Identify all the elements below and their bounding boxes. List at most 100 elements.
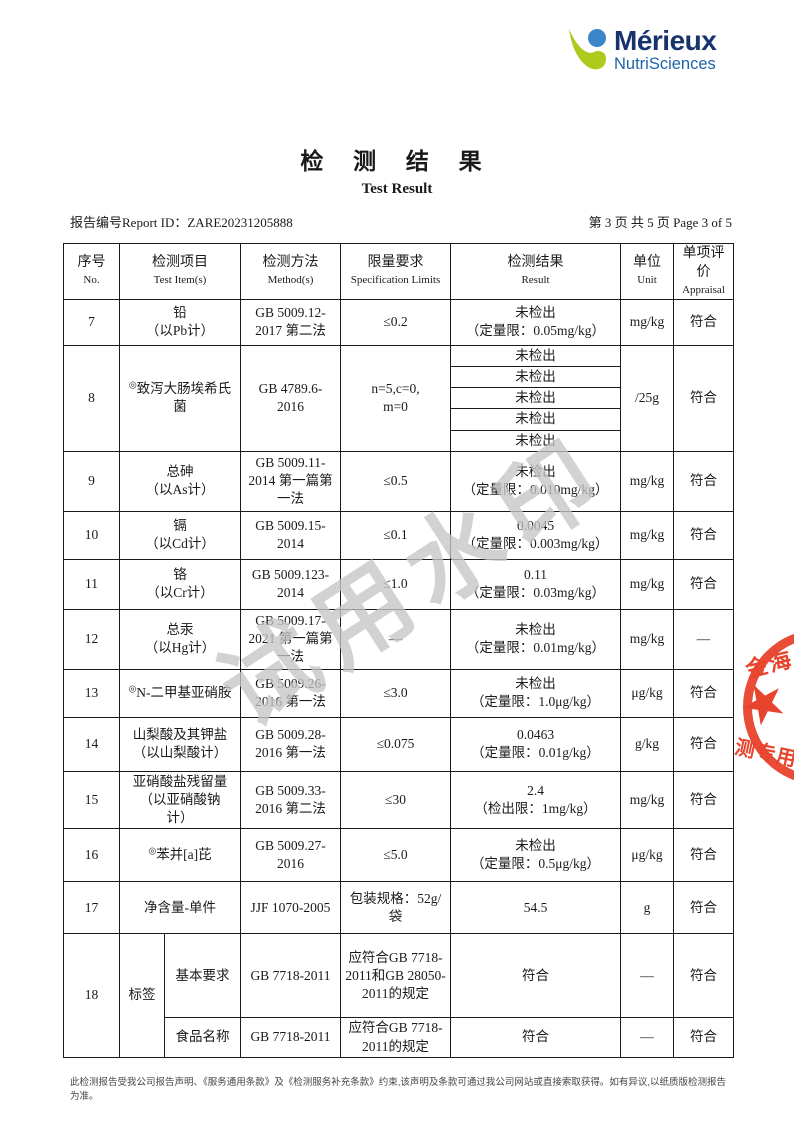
- cell-result: 符合: [450, 1017, 621, 1058]
- report-id-value: ZARE20231205888: [187, 215, 293, 230]
- cell-no: 16: [63, 828, 120, 883]
- cell-item: 山梨酸及其钾盐 （以山梨酸计）: [119, 716, 241, 772]
- cell-result: 未检出: [450, 365, 621, 389]
- cell-unit: mg/kg: [620, 298, 674, 346]
- cell-result: 未检出 （定量限：1.0μg/kg）: [450, 668, 621, 718]
- cell-subitem: 基本要求: [164, 933, 241, 1019]
- cell-spec: n=5,c=0, m=0: [340, 344, 451, 452]
- cell-item: 净含量-单件: [119, 881, 241, 935]
- table-row: 食品名称 GB 7718-2011 应符合GB 7718-2011的规定 符合 …: [64, 1017, 734, 1058]
- seal-ring: [743, 629, 794, 785]
- cell-appraisal: 符合: [673, 881, 734, 935]
- cell-item: 铬 （以Cr计）: [119, 558, 241, 610]
- red-seal-stamp: 金海 ★ 测专用: [729, 629, 794, 789]
- cell-subitem: 食品名称: [164, 1017, 241, 1058]
- cell-item: 镉 （以Cd计）: [119, 510, 241, 560]
- cell-appraisal: 符合: [673, 344, 734, 452]
- meta-line: 报告编号Report ID：ZARE20231205888 第 3 页 共 5 …: [70, 212, 732, 231]
- cell-spec: ≤0.2: [340, 298, 451, 346]
- cell-result: 未检出 （定量限：0.05mg/kg）: [450, 298, 621, 346]
- cell-method: GB 7718-2011: [240, 1017, 341, 1058]
- cell-appraisal: 符合: [673, 933, 734, 1019]
- table-row: 未检出: [64, 408, 734, 431]
- cell-method: GB 7718-2011: [240, 933, 341, 1019]
- cell-spec: ≤1.0: [340, 558, 451, 610]
- cell-unit: mg/kg: [620, 510, 674, 560]
- logo-subbrand: NutriSciences: [614, 55, 716, 73]
- cell-item-group: 标签: [119, 933, 165, 1058]
- cell-spec: ≤3.0: [340, 668, 451, 718]
- cell-method: GB 5009.28- 2016 第一法: [240, 716, 341, 772]
- cell-no: 13: [63, 668, 120, 718]
- table-row: 未检出: [64, 365, 734, 389]
- cell-appraisal: 符合: [673, 770, 734, 830]
- cell-appraisal: 符合: [673, 668, 734, 718]
- logo-text: Mérieux NutriSciences: [614, 25, 717, 73]
- cell-spec: ≤0.1: [340, 510, 451, 560]
- page-number-info: 第 3 页 共 5 页 Page 3 of 5: [588, 215, 732, 230]
- cell-method: GB 5009.12- 2017 第二法: [240, 298, 341, 346]
- cell-spec: 包装规格：52g/ 袋: [340, 881, 451, 935]
- table-row: 11 铬 （以Cr计） GB 5009.123- 2014 ≤1.0 0.11 …: [63, 558, 734, 610]
- cma-mark: ◎: [128, 683, 137, 694]
- cma-mark: ◎: [128, 379, 137, 390]
- cell-result: 未检出: [450, 344, 621, 367]
- cell-spec: ≤0.5: [340, 450, 451, 512]
- cell-no: 8: [63, 344, 120, 452]
- col-header-no: 序号 No.: [63, 243, 120, 300]
- cell-method: GB 5009.123- 2014: [240, 558, 341, 610]
- cell-method: GB 5009.33- 2016 第二法: [240, 770, 341, 830]
- cell-no: 15: [63, 770, 120, 830]
- cell-result: 0.0045 （定量限：0.003mg/kg）: [450, 510, 621, 560]
- table-row: 未检出: [64, 387, 734, 410]
- cma-mark: ◎: [148, 845, 157, 856]
- cell-result: 未检出: [450, 387, 621, 410]
- cell-result: 未检出 （定量限：0.010mg/kg）: [450, 450, 621, 512]
- cell-item: ◎致泻大肠埃希氏 菌: [119, 344, 241, 452]
- col-header-unit: 单位 Unit: [620, 243, 674, 300]
- cell-item: 铅 （以Pb计）: [119, 298, 241, 346]
- col-header-spec: 限量要求 Specification Limits: [340, 243, 451, 300]
- cell-spec: —: [340, 608, 451, 670]
- cell-no: 18: [63, 933, 120, 1058]
- cell-appraisal: 符合: [673, 298, 734, 346]
- seal-top-text: 金海: [743, 646, 794, 683]
- cell-result: 0.0463 （定量限：0.01g/kg）: [450, 716, 621, 772]
- cell-unit: mg/kg: [620, 770, 674, 830]
- table-row: 7 铅 （以Pb计） GB 5009.12- 2017 第二法 ≤0.2 未检出…: [63, 298, 734, 346]
- cell-item: 亚硝酸盐残留量 （以亚硝酸钠 计）: [119, 770, 241, 830]
- disclaimer-text: 此检测报告受我公司报告声明、《服务通用条款》及《检测服务补充条款》约束,该声明及…: [70, 1077, 727, 1103]
- table-row: 8 ◎致泻大肠埃希氏 菌 GB 4789.6- 2016 n=5,c=0, m=…: [63, 344, 734, 452]
- table-row: 17 净含量-单件 JJF 1070-2005 包装规格：52g/ 袋 54.5…: [63, 881, 734, 935]
- table-row: 16 ◎苯并[a]芘 GB 5009.27- 2016 ≤5.0 未检出 （定量…: [63, 828, 734, 883]
- cell-item: 总汞 （以Hg计）: [119, 608, 241, 670]
- table-row: 18 标签 基本要求 GB 7718-2011 应符合GB 7718-2011和…: [63, 933, 734, 1058]
- cell-no: 11: [63, 558, 120, 610]
- cell-unit: g/kg: [620, 716, 674, 772]
- table-row: 9 总砷 （以As计） GB 5009.11- 2014 第一篇第 一法 ≤0.…: [63, 450, 734, 512]
- cell-appraisal: —: [673, 608, 734, 670]
- page-subtitle: Test Result: [361, 181, 433, 197]
- col-header-method: 检测方法 Method(s): [240, 243, 341, 300]
- cell-unit: μg/kg: [620, 668, 674, 718]
- cell-result: 未检出 （定量限：0.5μg/kg）: [450, 828, 621, 883]
- logo-brand: Mérieux: [614, 25, 717, 56]
- cell-unit: g: [620, 881, 674, 935]
- cell-item: ◎苯并[a]芘: [119, 828, 241, 883]
- table-row: 10 镉 （以Cd计） GB 5009.15- 2014 ≤0.1 0.0045…: [63, 510, 734, 560]
- cell-appraisal: 符合: [673, 716, 734, 772]
- cell-unit: /25g: [620, 344, 674, 452]
- cell-no: 7: [63, 298, 120, 346]
- table-row: 13 ◎N-二甲基亚硝胺 GB 5009.26- 2016 第一法 ≤3.0 未…: [63, 668, 734, 718]
- cell-method: GB 5009.11- 2014 第一篇第 一法: [240, 450, 341, 512]
- cell-method: GB 5009.26- 2016 第一法: [240, 668, 341, 718]
- cell-method: GB 5009.15- 2014: [240, 510, 341, 560]
- cell-method: GB 5009.17- 2021 第一篇第 一法: [240, 608, 341, 670]
- cell-result: 2.4 （检出限：1mg/kg）: [450, 770, 621, 830]
- cell-result: 未检出 （定量限：0.01mg/kg）: [450, 608, 621, 670]
- col-header-item: 检测项目 Test Item(s): [119, 243, 241, 300]
- col-header-appraisal: 单项评价 Appraisal: [673, 243, 734, 300]
- cell-method: JJF 1070-2005: [240, 881, 341, 935]
- cell-unit: —: [620, 933, 674, 1019]
